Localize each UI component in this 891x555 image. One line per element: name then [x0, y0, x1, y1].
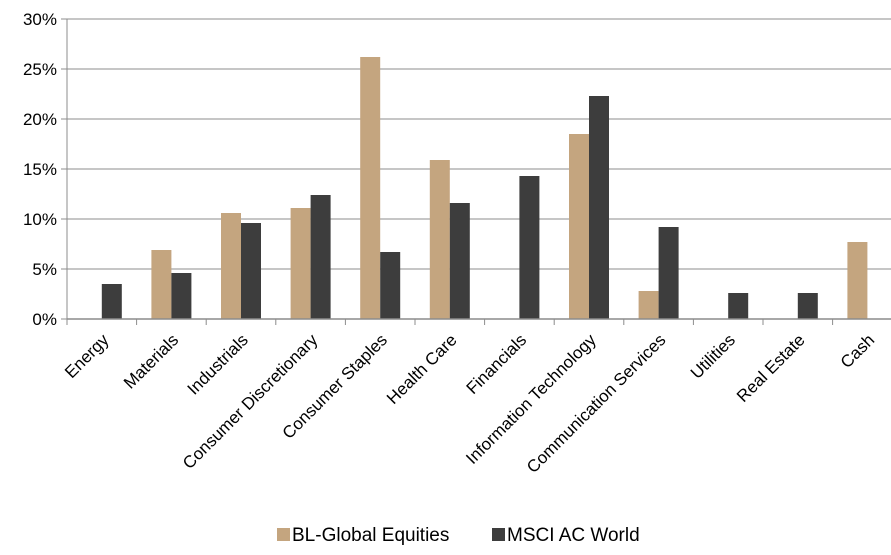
bar-msci-ac-world-information-technology: [589, 96, 609, 319]
bar-msci-ac-world-energy: [101, 284, 122, 319]
y-tick-label: 20%: [23, 110, 57, 129]
bar-bl-global-equities-cash: [847, 242, 868, 319]
bar-bl-global-equities-consumer-discretionary: [290, 208, 311, 319]
x-tick-label-financials: Financials: [463, 330, 531, 398]
x-tick-label-cash: Cash: [837, 330, 878, 371]
bar-msci-ac-world-consumer-discretionary: [310, 195, 331, 319]
y-tick-label: 10%: [23, 210, 57, 229]
y-tick-label: 15%: [23, 160, 57, 179]
x-tick-label-materials: Materials: [120, 330, 182, 392]
axes: [61, 18, 891, 325]
bar-bl-global-equities-industrials: [221, 213, 241, 319]
x-tick-label-communication-services: Communication Services: [523, 330, 669, 476]
x-tick-label-industrials: Industrials: [184, 330, 252, 398]
x-tick-label-consumer-discretionary: Consumer Discretionary: [179, 330, 322, 473]
bar-msci-ac-world-communication-services: [658, 227, 679, 319]
x-tick-label-information-technology: Information Technology: [462, 330, 600, 468]
bar-msci-ac-world-materials: [171, 273, 192, 319]
y-tick-label: 25%: [23, 60, 57, 79]
bar-bl-global-equities-consumer-staples: [360, 57, 381, 319]
bar-msci-ac-world-financials: [519, 176, 540, 319]
x-tick-label-health-care: Health Care: [383, 330, 461, 408]
bar-msci-ac-world-real-estate: [797, 293, 818, 319]
bar-msci-ac-world-health-care: [449, 203, 470, 319]
gridlines: [67, 18, 891, 270]
legend-label-msci-ac-world: MSCI AC World: [507, 525, 640, 546]
bar-bl-global-equities-information-technology: [569, 134, 589, 319]
x-tick-label-utilities: Utilities: [687, 330, 739, 382]
y-tick-labels: 0% 5% 10% 15% 20% 25% 30%: [23, 10, 57, 329]
y-tick-label: 5%: [32, 260, 57, 279]
bar-bl-global-equities-health-care: [429, 160, 450, 319]
x-tick-label-real-estate: Real Estate: [733, 330, 809, 406]
bars: [101, 57, 868, 319]
legend-label-bl-global-equities: BL-Global Equities: [292, 525, 449, 546]
bar-msci-ac-world-consumer-staples: [380, 252, 401, 319]
legend: BL-Global Equities MSCI AC World: [277, 525, 640, 546]
bar-bl-global-equities-communication-services: [638, 291, 659, 319]
bar-msci-ac-world-industrials: [241, 223, 261, 319]
legend-swatch-bl-global-equities: [277, 528, 290, 541]
bar-bl-global-equities-materials: [151, 250, 172, 319]
bar-msci-ac-world-utilities: [728, 293, 749, 319]
y-tick-label: 30%: [23, 10, 57, 29]
x-tick-label-energy: Energy: [61, 330, 113, 382]
legend-swatch-msci-ac-world: [492, 528, 505, 541]
y-tick-label: 0%: [32, 310, 57, 329]
